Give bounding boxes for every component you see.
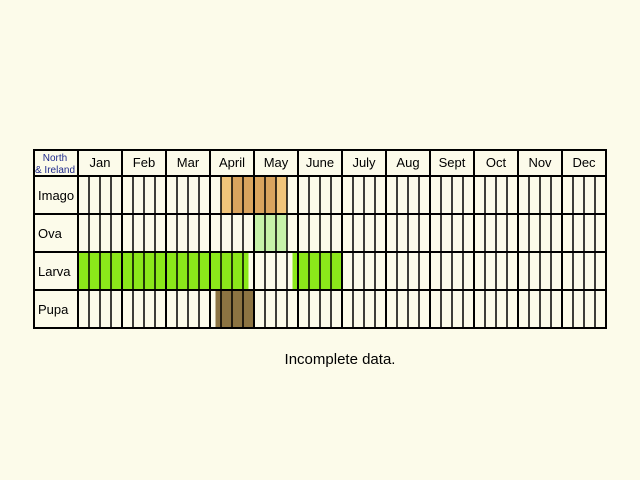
incomplete-data-note: Incomplete data.: [284, 351, 396, 368]
region-label-line-2: & Ireland: [35, 165, 75, 176]
month-label: Oct: [486, 155, 507, 170]
stage-label-pupa: Pupa: [38, 302, 69, 317]
month-label: Feb: [133, 155, 155, 170]
month-label: Jan: [90, 155, 111, 170]
larva-span-0: [78, 253, 249, 289]
stage-label-imago: Imago: [38, 188, 74, 203]
stage-label-larva: Larva: [38, 264, 71, 279]
imago-span-0: [221, 177, 232, 213]
month-label: Aug: [396, 155, 419, 170]
larva-span-1: [292, 253, 342, 289]
pupa-span-0: [215, 291, 254, 327]
month-label: July: [352, 155, 376, 170]
month-label: Sept: [439, 155, 466, 170]
month-label: June: [306, 155, 334, 170]
month-label: Nov: [528, 155, 552, 170]
month-label: May: [264, 155, 289, 170]
imago-span-2: [276, 177, 287, 213]
stage-label-ova: Ova: [38, 226, 63, 241]
month-label: Dec: [572, 155, 596, 170]
month-label: April: [219, 155, 245, 170]
month-label: Mar: [177, 155, 200, 170]
region-label-line-1: North: [43, 153, 67, 164]
ova-span-0: [254, 215, 287, 251]
